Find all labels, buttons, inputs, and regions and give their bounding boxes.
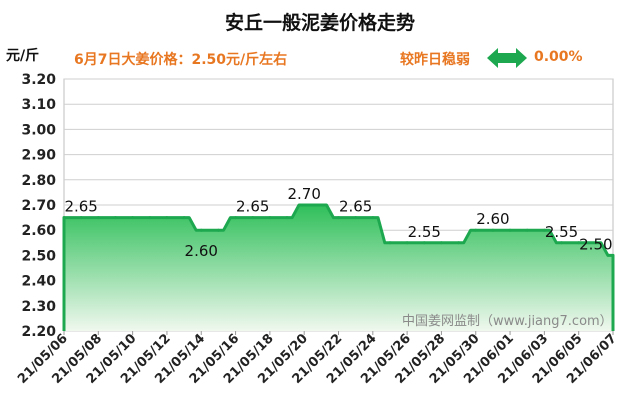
data-point [216, 228, 220, 232]
data-label: 2.70 [287, 185, 320, 203]
y-tick-label: 2.30 [21, 299, 56, 315]
data-point [611, 253, 615, 257]
y-tick-label: 2.50 [21, 248, 56, 264]
y-tick-label: 2.40 [21, 274, 56, 290]
double-arrow-icon [487, 48, 527, 68]
price-note: 6月7日大姜价格：2.50元/斤左右 [74, 52, 288, 68]
y-tick-label: 2.20 [21, 324, 56, 340]
data-point [182, 216, 186, 220]
data-point [337, 216, 340, 220]
y-tick-label: 2.60 [21, 223, 56, 239]
chart-title: 安丘一般泥姜价格走势 [224, 12, 415, 34]
data-point [474, 228, 478, 232]
data-point [199, 228, 203, 232]
y-tick-label: 3.10 [21, 97, 56, 113]
data-label: 2.60 [185, 242, 218, 260]
data-point [62, 216, 66, 220]
data-point [405, 241, 409, 245]
data-point [131, 216, 135, 220]
series-area-fill [64, 205, 613, 331]
data-point [542, 228, 546, 232]
data-point [371, 216, 375, 220]
data-point [268, 216, 272, 220]
data-point [525, 228, 529, 232]
data-point [114, 216, 117, 220]
data-label: 2.55 [408, 223, 441, 241]
data-point [560, 241, 563, 245]
data-point [457, 241, 461, 245]
data-label: 2.60 [476, 210, 509, 228]
y-tick-label: 2.90 [21, 148, 56, 164]
data-label: 2.65 [339, 198, 372, 216]
data-point [594, 241, 598, 245]
data-label: 2.65 [64, 198, 97, 216]
data-point [422, 241, 426, 245]
data-point [79, 216, 83, 220]
data-label: 2.55 [545, 223, 578, 241]
data-point [491, 228, 495, 232]
data-point [354, 216, 358, 220]
y-axis-unit-label: 元/斤 [6, 48, 40, 64]
data-point [234, 216, 238, 220]
y-tick-label: 3.00 [21, 122, 56, 138]
data-point [388, 241, 392, 245]
data-point [319, 203, 323, 207]
watermark: 中国姜网监制（www.jiang7.com） [402, 314, 613, 329]
compare-label: 较昨日稳弱 [400, 52, 470, 68]
data-point [251, 216, 255, 220]
change-value: 0.00% [534, 49, 583, 65]
y-tick-label: 2.70 [21, 198, 56, 214]
double-arrow-shape [487, 48, 527, 68]
data-point [302, 203, 306, 207]
data-label: 2.50 [579, 235, 612, 253]
data-point [165, 216, 169, 220]
y-tick-label: 3.20 [21, 72, 56, 88]
data-point [96, 216, 100, 220]
data-point [285, 216, 289, 220]
data-point [577, 241, 581, 245]
data-point [148, 216, 152, 220]
data-point [439, 241, 443, 245]
data-label: 2.65 [236, 198, 269, 216]
data-point [508, 228, 512, 232]
y-tick-label: 2.80 [21, 173, 56, 189]
